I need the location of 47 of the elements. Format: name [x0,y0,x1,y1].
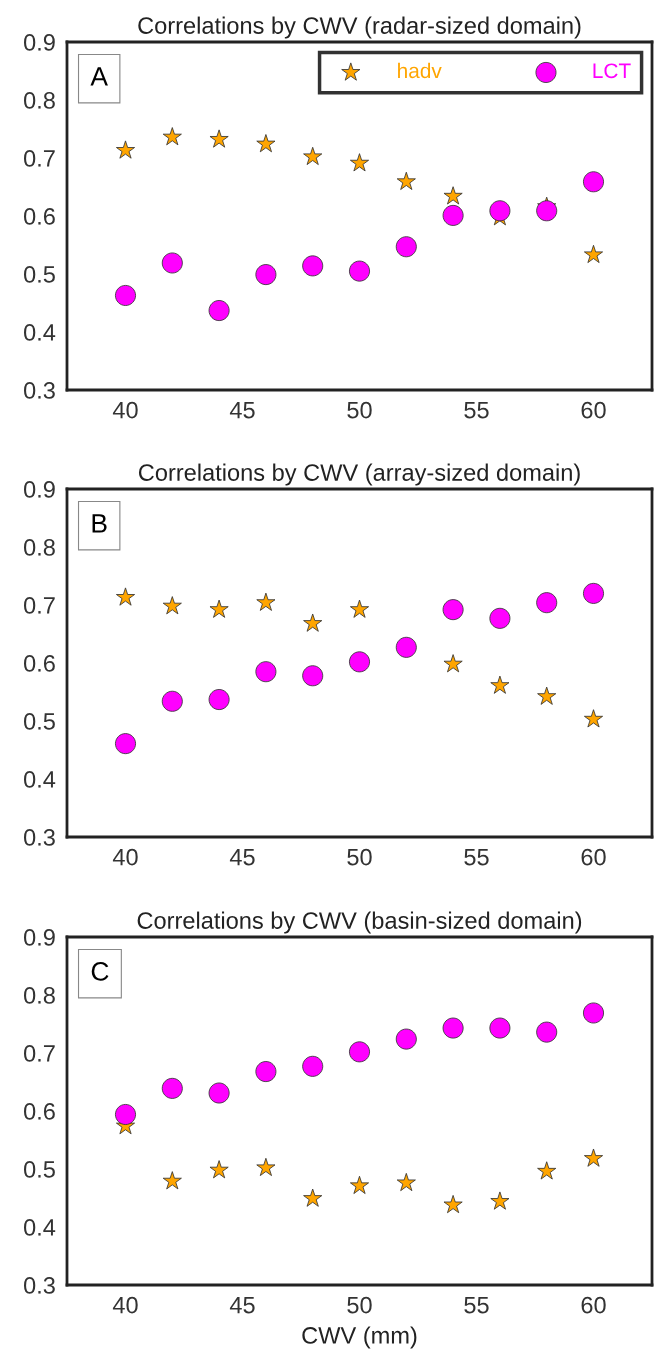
x-tick-label: 50 [347,1296,372,1314]
x-tick-label: 55 [464,401,489,419]
x-tick-label: 45 [229,848,255,866]
y-tick-label: 0.4 [23,324,56,341]
legend-label: hadv [398,62,442,79]
annotation: B [92,514,107,533]
y-tick-label: 0.8 [23,987,55,1004]
annotation: C [91,962,109,981]
annotation: A [90,67,108,86]
chart-title: Correlations by CWV (basin-sized domain) [137,911,582,934]
x-tick-label: 40 [112,1296,138,1314]
y-tick-label: 0.4 [23,1219,56,1236]
y-tick-label: 0.5 [23,1161,55,1178]
chart-title: Correlations by CWV (array-sized domain) [138,463,580,486]
x-tick-label: 50 [347,401,372,419]
y-tick-label: 0.5 [23,713,55,730]
y-tick-label: 0.9 [23,929,55,946]
x-tick-label: 60 [581,848,606,866]
y-tick-label: 0.3 [23,1277,55,1294]
x-tick-label: 40 [112,848,138,866]
y-tick-label: 0.3 [23,829,55,846]
y-tick-label: 0.3 [23,382,55,399]
y-tick-label: 0.4 [23,771,56,788]
legend-label: LCT [593,63,631,79]
y-tick-label: 0.6 [23,1103,55,1120]
y-tick-label: 0.9 [23,34,55,51]
y-tick-label: 0.6 [23,655,55,672]
y-tick-label: 0.9 [23,481,55,498]
x-tick-label: 50 [347,848,372,866]
point [442,204,464,226]
x-tick-label: 60 [581,1296,606,1314]
x-tick-label: 60 [581,401,606,419]
x-axis-title: CWV (mm) [302,1326,417,1349]
x-tick-label: 40 [112,401,138,419]
y-tick-label: 0.8 [23,539,55,556]
x-tick-label: 45 [229,1296,255,1314]
x-tick-label: 45 [229,401,255,419]
x-tick-label: 55 [464,848,489,866]
point [302,1055,324,1077]
y-tick-label: 0.7 [23,597,55,614]
chart-title: Correlations by CWV (radar-sized domain) [138,16,581,39]
x-tick-label: 55 [464,1296,489,1314]
y-tick-label: 0.5 [23,266,55,283]
y-tick-label: 0.6 [23,208,55,225]
y-tick-label: 0.7 [23,1045,55,1062]
y-tick-label: 0.8 [23,92,55,109]
y-tick-label: 0.7 [23,150,55,167]
